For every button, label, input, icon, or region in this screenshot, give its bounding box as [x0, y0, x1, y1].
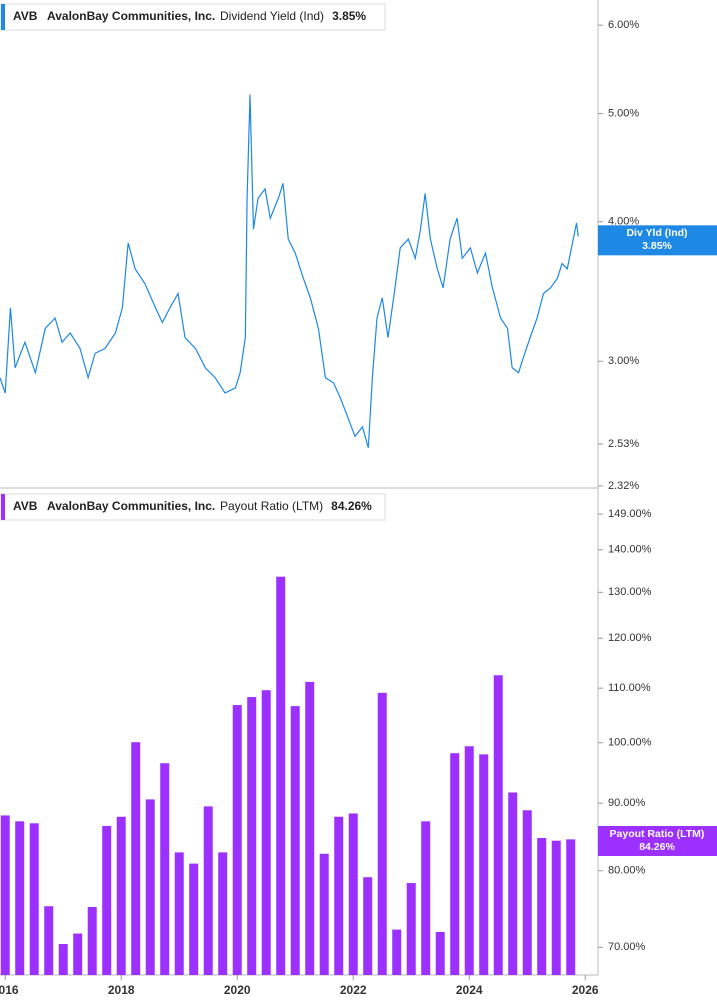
y-tick-label: 100.00% [608, 737, 652, 749]
bar [566, 839, 576, 975]
bar [348, 813, 358, 975]
bar [421, 821, 431, 975]
x-tick-label: 2018 [108, 983, 135, 997]
bar [160, 763, 170, 975]
bar [174, 852, 184, 975]
bar [290, 706, 300, 975]
y-tick-label: 80.00% [608, 865, 646, 877]
badge-value: 84.26% [639, 841, 675, 853]
bar [363, 877, 373, 975]
bar [319, 853, 329, 975]
value-badge [598, 225, 717, 256]
legend-value: 3.85% [332, 9, 366, 23]
bar [377, 692, 387, 975]
legend-company: AvalonBay Communities, Inc. [47, 9, 215, 23]
bar [145, 799, 155, 975]
badge-name: Payout Ratio (LTM) [610, 828, 705, 840]
bar [102, 825, 112, 975]
bar [203, 806, 213, 975]
legend-box [0, 493, 386, 521]
legend: AVB AvalonBay Communities, Inc. Dividend Y… [0, 3, 386, 31]
legend-swatch [1, 494, 5, 520]
bar [131, 742, 141, 975]
bar [537, 838, 547, 975]
value-badge [598, 825, 717, 856]
bar [305, 681, 315, 975]
y-tick-label: 140.00% [608, 544, 652, 556]
bar [493, 675, 503, 975]
bar [406, 883, 416, 975]
y-tick-label: 3.00% [608, 355, 639, 367]
y-tick-label: 130.00% [608, 586, 652, 598]
bar [218, 852, 228, 975]
bar [189, 863, 199, 975]
legend-ticker: AVB [13, 499, 38, 513]
bar [276, 576, 286, 975]
legend-ticker: AVB [13, 9, 38, 23]
x-tick-label: 2024 [456, 983, 483, 997]
bar [15, 821, 25, 975]
bar [73, 933, 83, 975]
bar [450, 753, 460, 975]
y-tick-label: 2.32% [608, 480, 639, 492]
y-tick-label: 90.00% [608, 797, 646, 809]
bar [334, 816, 344, 975]
bar [44, 906, 54, 975]
bar [261, 690, 271, 975]
y-tick-label: 120.00% [608, 632, 652, 644]
bar [29, 823, 39, 975]
legend-value: 84.26% [331, 499, 372, 513]
badge-value: 3.85% [642, 240, 672, 252]
legend: AVB AvalonBay Communities, Inc. Payout Rat… [0, 493, 386, 521]
bar [247, 697, 257, 975]
badge-name: Div Yld (Ind) [626, 227, 687, 239]
bar [392, 929, 402, 975]
bar [232, 705, 242, 975]
bar [435, 931, 445, 975]
bar [58, 944, 68, 975]
bar [116, 816, 126, 975]
y-tick-label: 5.00% [608, 108, 639, 120]
bar [551, 840, 561, 975]
y-tick-label: 70.00% [608, 941, 646, 953]
y-tick-label: 2.53% [608, 438, 639, 450]
y-tick-label: 4.00% [608, 216, 639, 228]
x-tick-label: 2020 [224, 983, 251, 997]
bar [87, 906, 97, 975]
bar [0, 815, 10, 975]
y-tick-label: 110.00% [608, 682, 651, 694]
x-tick-label: 2016 [0, 983, 19, 997]
x-tick-label: 2026 [572, 983, 599, 997]
bar [508, 792, 518, 975]
line [0, 94, 579, 448]
bar [464, 746, 474, 975]
bar [522, 810, 532, 975]
y-tick-label: 6.00% [608, 19, 639, 31]
legend-series: Dividend Yield (Ind) [220, 9, 324, 23]
bar [479, 754, 489, 975]
x-tick-label: 2022 [340, 983, 367, 997]
legend-company: AvalonBay Communities, Inc. [47, 499, 215, 513]
legend-swatch [1, 4, 5, 30]
y-tick-label: 149.00% [608, 508, 652, 520]
legend-series: Payout Ratio (LTM) [220, 499, 323, 513]
